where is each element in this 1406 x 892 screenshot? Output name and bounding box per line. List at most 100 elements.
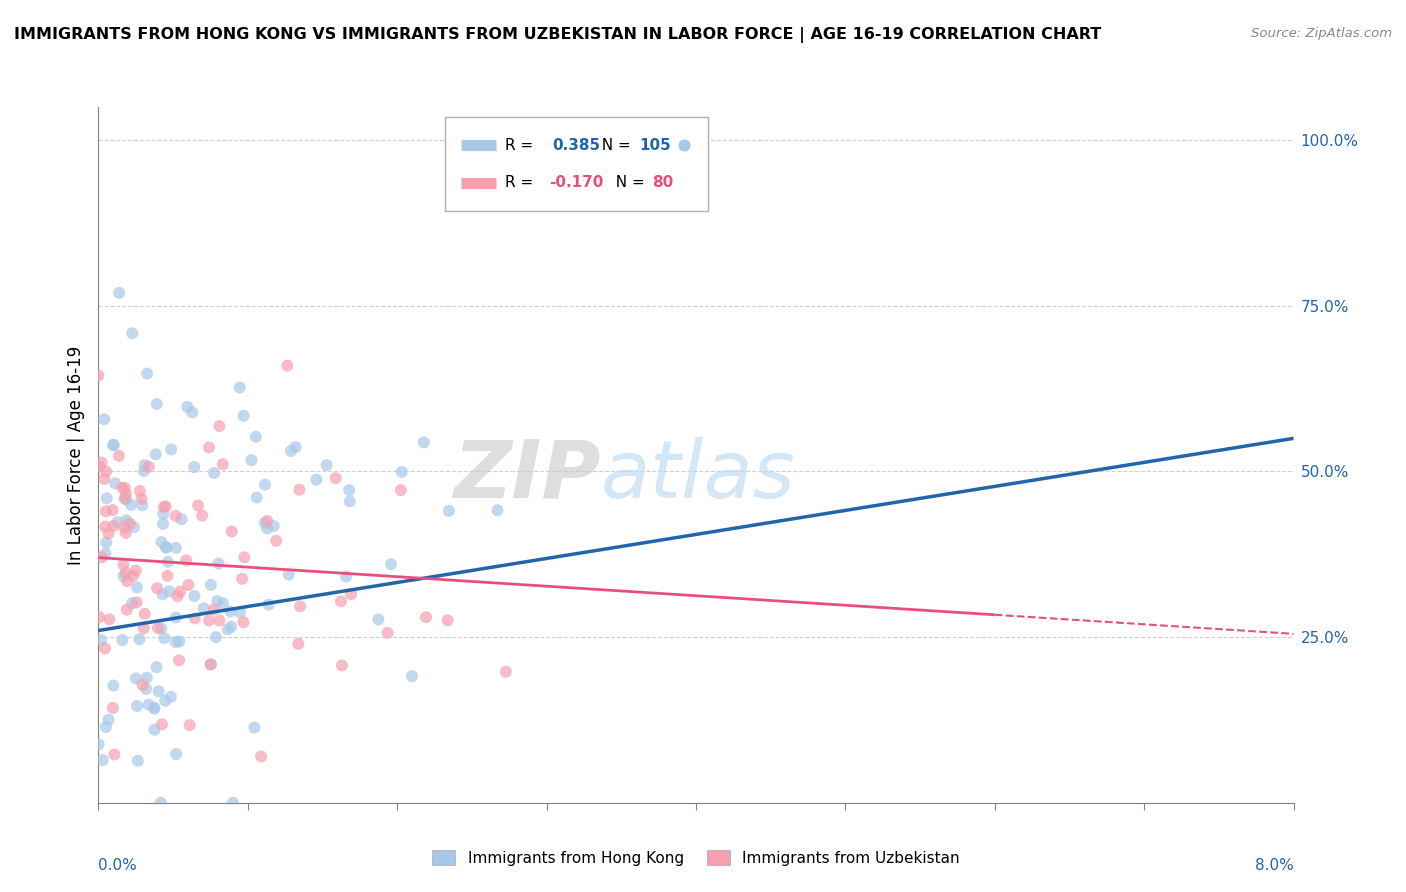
Point bbox=[114, 481, 136, 495]
Point bbox=[367, 612, 389, 626]
Point bbox=[191, 508, 214, 523]
Text: N =: N = bbox=[592, 137, 631, 153]
Point bbox=[181, 405, 204, 419]
Point bbox=[229, 605, 252, 619]
Point bbox=[103, 519, 125, 533]
Point bbox=[150, 717, 173, 731]
Point bbox=[87, 368, 110, 383]
Point bbox=[120, 498, 142, 512]
Point bbox=[103, 747, 125, 762]
Point bbox=[219, 620, 242, 634]
Point bbox=[131, 491, 153, 506]
Point bbox=[104, 476, 127, 491]
Point bbox=[121, 326, 143, 341]
Point bbox=[156, 555, 179, 569]
Point bbox=[212, 596, 235, 610]
Point bbox=[112, 558, 135, 572]
Point bbox=[177, 578, 200, 592]
Point bbox=[305, 473, 328, 487]
Point bbox=[170, 512, 193, 526]
Point bbox=[219, 605, 242, 619]
Point bbox=[277, 567, 299, 582]
Point bbox=[202, 466, 225, 480]
Point bbox=[325, 471, 347, 485]
Point bbox=[131, 498, 153, 512]
Point bbox=[87, 737, 110, 751]
Text: R =: R = bbox=[505, 137, 533, 153]
Point bbox=[96, 535, 118, 549]
Point bbox=[111, 481, 134, 495]
Point bbox=[136, 367, 159, 381]
Point bbox=[380, 558, 402, 572]
Point bbox=[125, 698, 148, 713]
Point bbox=[152, 587, 174, 601]
Point bbox=[253, 516, 276, 530]
Point bbox=[389, 483, 412, 498]
Point bbox=[401, 669, 423, 683]
Point bbox=[257, 598, 280, 612]
Point bbox=[125, 564, 148, 578]
Point bbox=[145, 447, 167, 461]
Point bbox=[155, 541, 177, 555]
Point bbox=[108, 449, 131, 463]
Point bbox=[134, 458, 156, 472]
Point bbox=[160, 442, 183, 457]
Point bbox=[89, 610, 111, 624]
Point bbox=[122, 520, 145, 534]
Text: 0.0%: 0.0% bbox=[98, 858, 138, 872]
Point bbox=[121, 569, 143, 583]
Point bbox=[150, 535, 173, 549]
Text: N =: N = bbox=[606, 175, 645, 190]
Point bbox=[131, 678, 153, 692]
Point bbox=[229, 380, 252, 394]
Point bbox=[166, 589, 188, 603]
Point bbox=[245, 430, 267, 444]
Point bbox=[127, 754, 149, 768]
Point bbox=[103, 438, 125, 452]
Point bbox=[339, 494, 361, 508]
Point bbox=[232, 615, 254, 630]
Y-axis label: In Labor Force | Age 16-19: In Labor Force | Age 16-19 bbox=[66, 345, 84, 565]
Point bbox=[143, 723, 166, 737]
Point bbox=[114, 566, 136, 580]
Text: R =: R = bbox=[505, 175, 533, 190]
Point bbox=[153, 631, 176, 645]
Point bbox=[233, 550, 256, 565]
Point bbox=[284, 440, 307, 454]
Point bbox=[156, 569, 179, 583]
Point bbox=[263, 519, 285, 533]
Point bbox=[211, 458, 233, 472]
Text: Source: ZipAtlas.com: Source: ZipAtlas.com bbox=[1251, 27, 1392, 40]
Point bbox=[94, 547, 117, 561]
Point bbox=[221, 524, 243, 539]
Point bbox=[315, 458, 337, 472]
Point bbox=[138, 698, 160, 712]
Text: ZIP: ZIP bbox=[453, 437, 600, 515]
Point bbox=[149, 796, 172, 810]
Point bbox=[337, 483, 360, 498]
Point bbox=[377, 625, 399, 640]
Point bbox=[91, 753, 114, 767]
Point bbox=[90, 550, 112, 565]
Point bbox=[207, 594, 229, 608]
Point bbox=[155, 694, 177, 708]
Point bbox=[101, 503, 124, 517]
Point bbox=[250, 749, 273, 764]
Point bbox=[205, 630, 228, 644]
Point bbox=[115, 487, 138, 501]
Point bbox=[152, 507, 174, 521]
Legend: Immigrants from Hong Kong, Immigrants from Uzbekistan: Immigrants from Hong Kong, Immigrants fr… bbox=[426, 844, 966, 871]
Point bbox=[143, 701, 166, 715]
Point bbox=[243, 721, 266, 735]
Point bbox=[437, 504, 460, 518]
Point bbox=[150, 621, 173, 635]
Point bbox=[208, 614, 231, 628]
Text: 105: 105 bbox=[640, 137, 672, 153]
Point bbox=[179, 718, 201, 732]
Point bbox=[115, 513, 138, 527]
Point bbox=[108, 285, 131, 300]
Point bbox=[98, 612, 121, 626]
Point bbox=[193, 601, 215, 615]
Point bbox=[135, 681, 157, 696]
Point bbox=[155, 500, 177, 514]
